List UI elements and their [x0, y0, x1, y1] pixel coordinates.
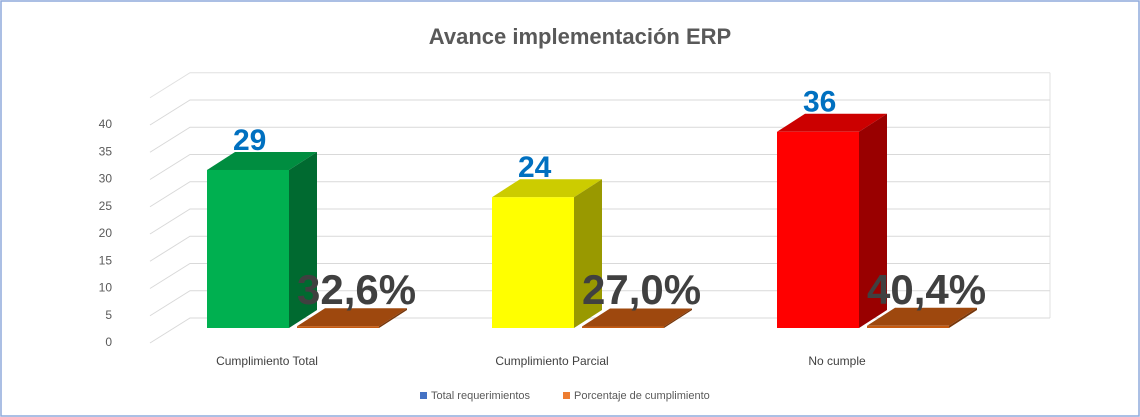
legend-swatch [563, 392, 570, 399]
grid-line [149, 317, 1050, 344]
bar-top [297, 308, 407, 327]
y-tick-label: 0 [105, 335, 112, 349]
bar [207, 151, 317, 328]
bar [297, 308, 407, 328]
chart-title: Avance implementación ERP [429, 24, 731, 49]
grid-line [149, 154, 1050, 180]
grid-line [149, 263, 1050, 289]
y-tick-label: 15 [99, 253, 113, 267]
bar [777, 113, 887, 328]
bar-side [379, 308, 407, 328]
y-tick-label: 5 [105, 308, 112, 322]
bar-front [867, 325, 949, 328]
data-label: 36 [803, 86, 836, 119]
bar-side [949, 307, 977, 328]
bar [867, 307, 977, 328]
grid-line [149, 208, 1050, 235]
bar [492, 179, 602, 328]
x-tick-label: No cumple [808, 354, 866, 368]
grid-line [149, 290, 1050, 317]
bar-front [777, 131, 859, 328]
y-tick-label: 35 [99, 144, 113, 158]
bar-side [289, 151, 317, 328]
bar [582, 308, 692, 328]
x-tick-label: Cumplimiento Total [216, 354, 318, 368]
bar-side [664, 308, 692, 328]
bar-side [859, 113, 887, 328]
y-tick-label: 25 [99, 199, 113, 213]
bar-front [582, 326, 664, 328]
legend-label: Total requerimientos [431, 390, 531, 402]
x-tick-label: Cumplimiento Parcial [495, 354, 608, 368]
wall-edge [149, 72, 1050, 99]
bar-top [207, 151, 317, 170]
y-tick-label: 10 [99, 281, 113, 295]
bar-top [777, 113, 887, 132]
bar-front [297, 326, 379, 328]
grid-line [149, 126, 1050, 153]
y-tick-label: 20 [99, 226, 113, 240]
data-label: 24 [518, 151, 552, 184]
data-label: 40,4% [867, 266, 986, 313]
y-tick-label: 40 [99, 117, 113, 131]
bar-side [574, 179, 602, 328]
bar-front [207, 169, 289, 328]
grid-line [149, 99, 1050, 126]
bar-top [582, 308, 692, 327]
grid-line [149, 181, 1050, 208]
data-label: 29 [233, 124, 266, 157]
bar-front [492, 197, 574, 328]
legend-label: Porcentaje de cumplimiento [574, 390, 710, 402]
data-label: 27,0% [582, 266, 701, 313]
y-tick-label: 30 [99, 172, 113, 186]
grid-line [149, 235, 1050, 262]
data-label: 32,6% [297, 266, 416, 313]
legend-swatch [420, 392, 427, 399]
bar-top [492, 179, 602, 198]
bar-top [867, 307, 977, 326]
